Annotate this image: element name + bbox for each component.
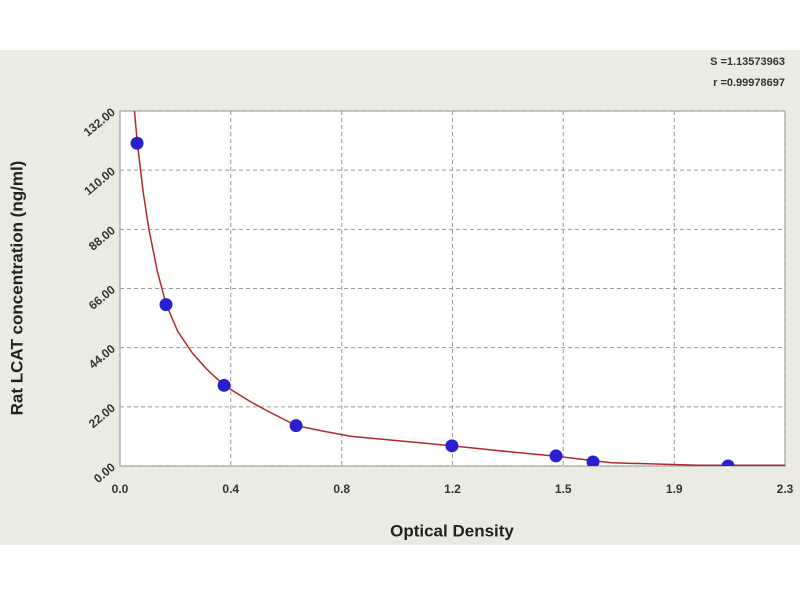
data-point (159, 298, 173, 312)
x-axis-label: Optical Density (390, 521, 514, 540)
x-tick-label: 0.4 (222, 482, 239, 496)
x-tick-label: 0.0 (112, 482, 129, 496)
data-point (586, 455, 600, 466)
x-tick-label: 1.2 (444, 482, 461, 496)
data-point (130, 136, 144, 150)
data-point (721, 459, 735, 466)
x-tick-label: 1.9 (666, 482, 683, 496)
data-point (445, 439, 459, 453)
data-point (549, 449, 563, 463)
annotation: S =1.13573963 (710, 56, 785, 68)
data-point (289, 419, 303, 433)
x-tick-label: 1.5 (555, 482, 572, 496)
annotation: r =0.99978697 (713, 77, 785, 89)
x-tick-label: 2.3 (777, 482, 794, 496)
plot-content (130, 111, 785, 466)
data-point (217, 378, 231, 392)
y-axis-label: Rat LCAT concentration (ng/ml) (7, 161, 26, 416)
x-tick-label: 0.8 (333, 482, 350, 496)
fit-curve (133, 111, 785, 466)
